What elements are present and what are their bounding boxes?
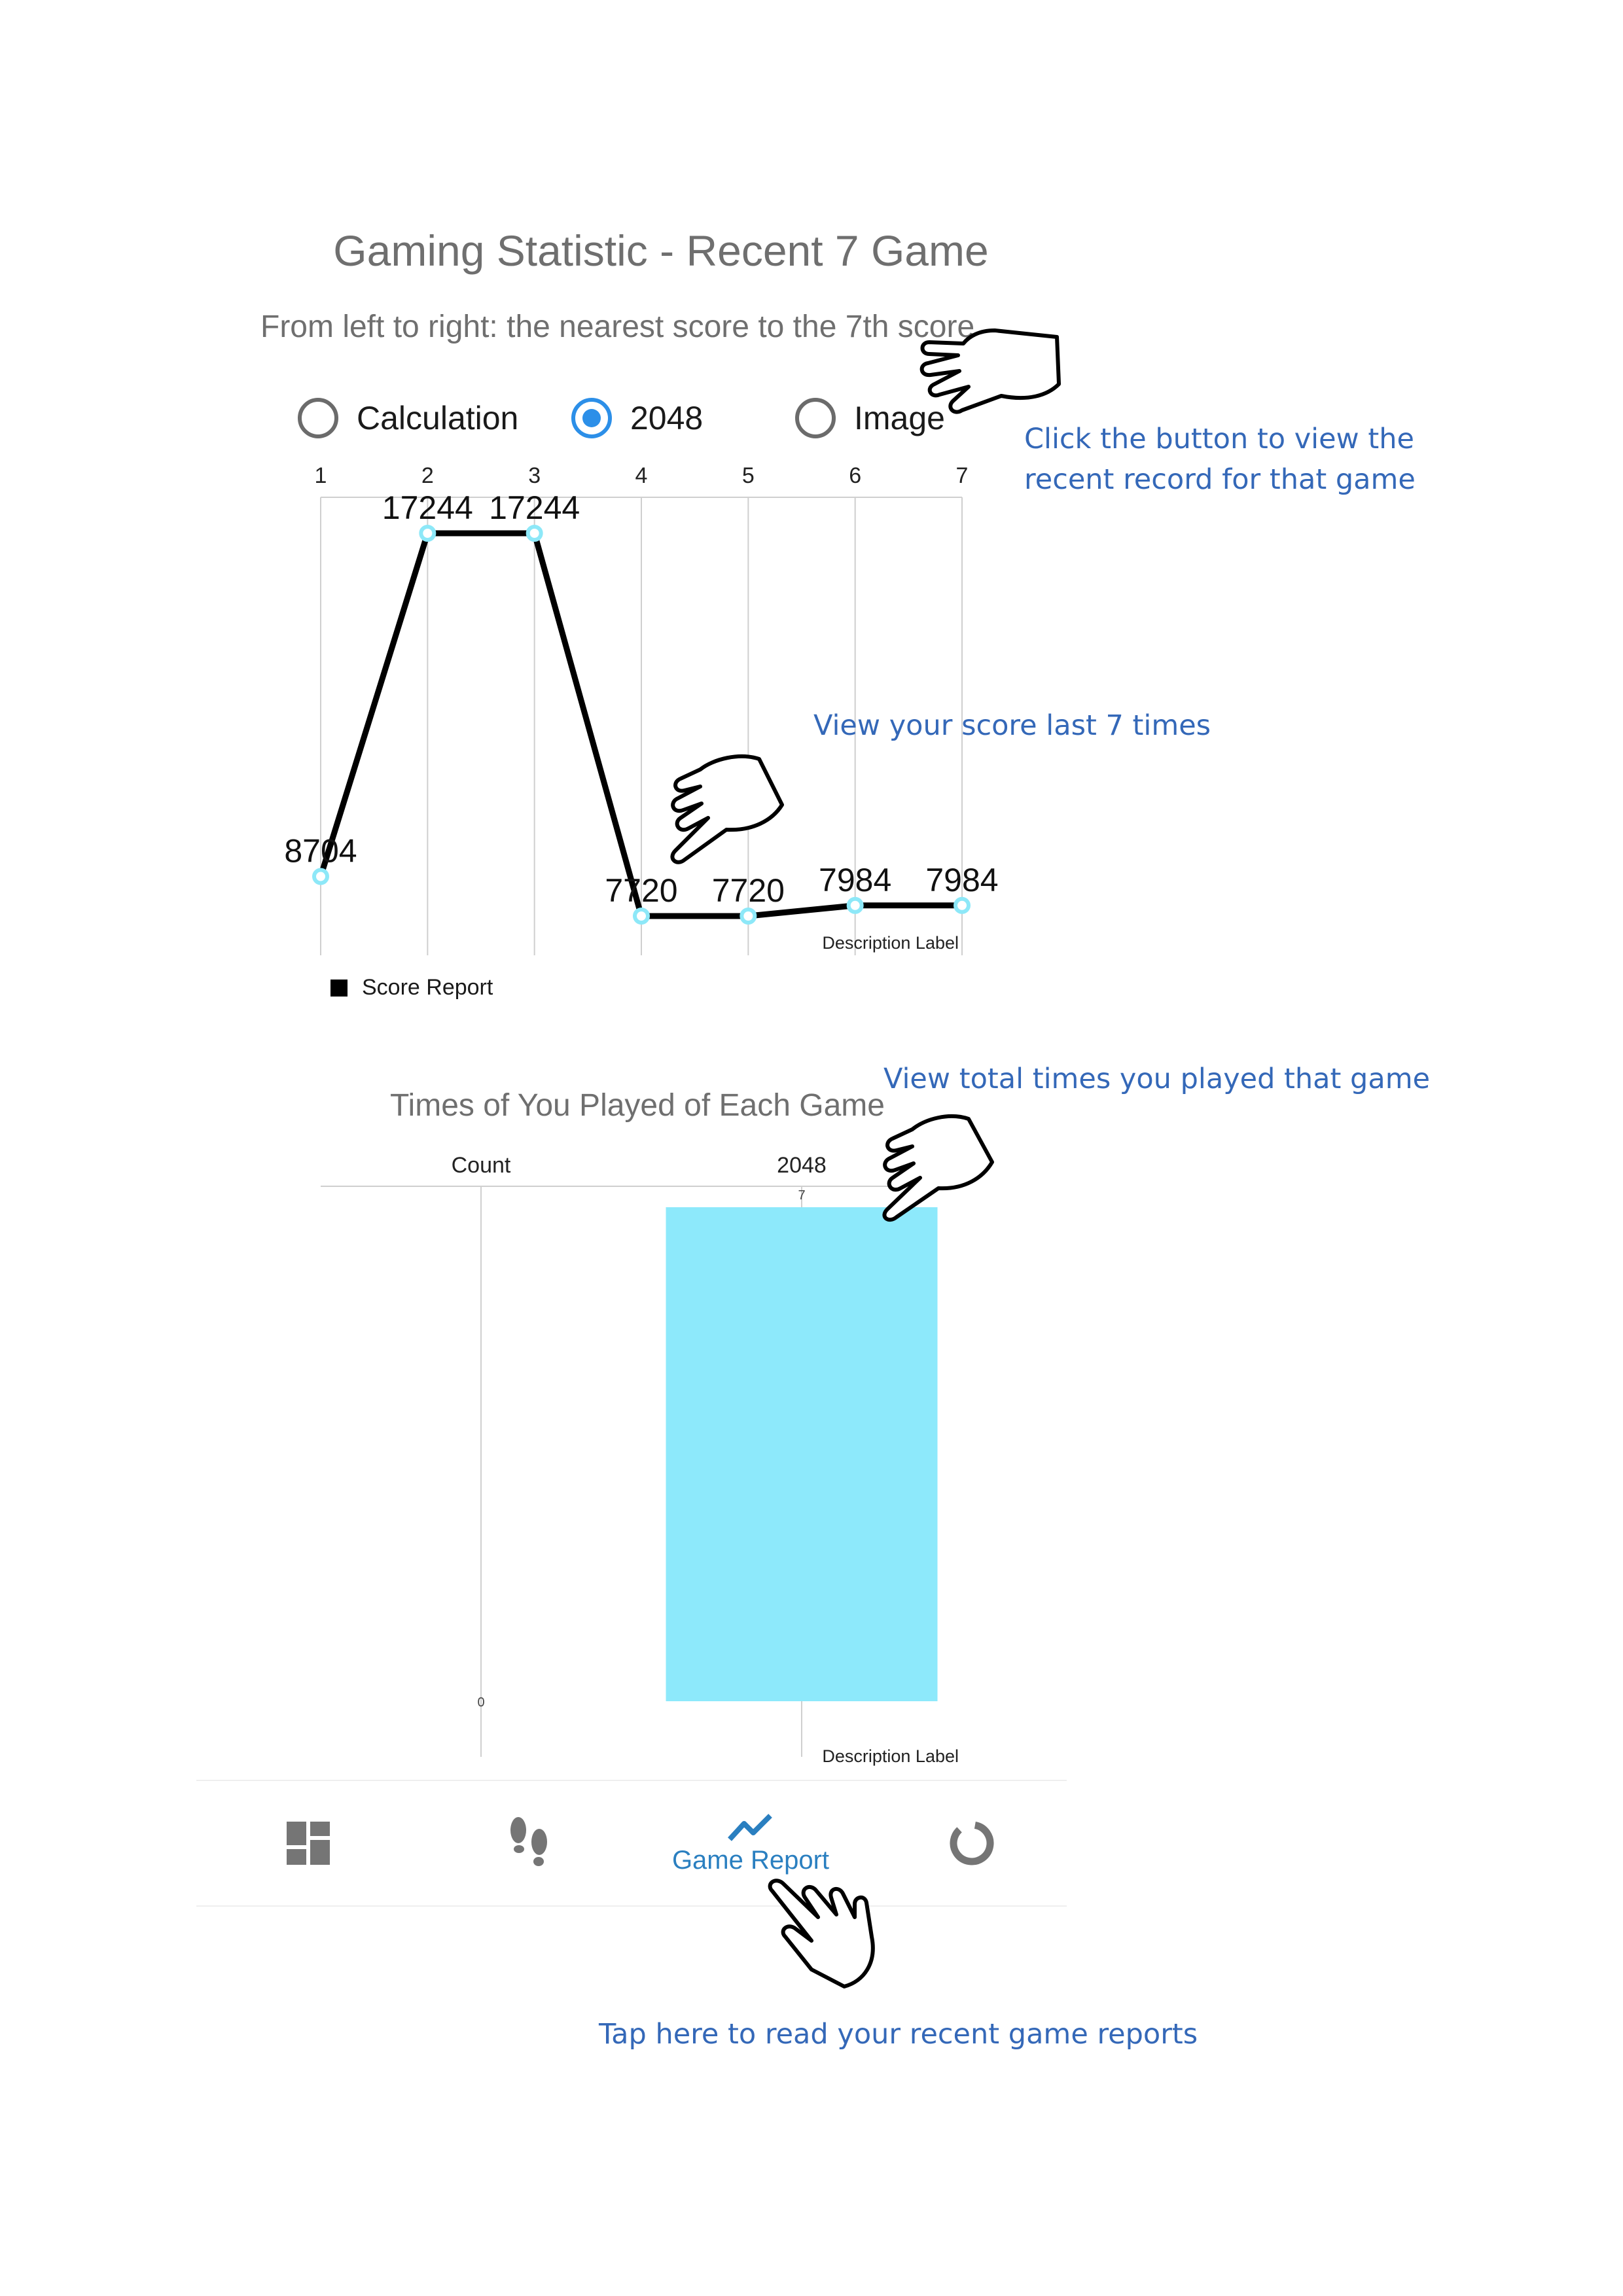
nav-game-report[interactable]: Game Report bbox=[652, 1781, 849, 1905]
games-count-bar-chart: 7 Count 2048 0 Description Label bbox=[321, 1153, 962, 1766]
line-chart-description-label: Description Label bbox=[822, 933, 959, 953]
bar-chart-title: Times of You Played of Each Game bbox=[390, 1088, 885, 1123]
page-title: Gaming Statistic - Recent 7 Game bbox=[333, 226, 989, 275]
bar-chart-bar bbox=[666, 1207, 938, 1701]
radio-calculation[interactable]: Calculation bbox=[298, 398, 518, 438]
line-chart-x-tick-label: 3 bbox=[528, 463, 541, 488]
line-chart-value-label: 7720 bbox=[712, 872, 785, 909]
bar-chart-value-label: 7 bbox=[798, 1188, 805, 1203]
line-chart-value-label: 7984 bbox=[925, 862, 998, 898]
line-chart-x-tick-label: 6 bbox=[849, 463, 861, 488]
bar-chart-description-label: Description Label bbox=[822, 1746, 959, 1766]
footsteps-icon bbox=[510, 1817, 547, 1866]
line-chart-x-tick-label: 2 bbox=[421, 463, 434, 488]
page-subtitle: From left to right: the nearest score to… bbox=[260, 309, 975, 344]
trend-line-icon bbox=[728, 1813, 772, 1841]
line-chart-point bbox=[846, 896, 864, 914]
legend-swatch bbox=[330, 979, 348, 997]
radio-label-calculation: Calculation bbox=[357, 400, 519, 436]
line-chart-value-label: 17244 bbox=[382, 489, 473, 526]
bar-column-label-2048: 2048 bbox=[777, 1153, 827, 1178]
nav-footsteps[interactable] bbox=[431, 1781, 628, 1905]
dashboard-icon bbox=[287, 1822, 330, 1865]
annotation-score: View your score last 7 times bbox=[813, 709, 1211, 742]
radio-unchecked-icon bbox=[298, 398, 338, 438]
bottom-nav: Game Report bbox=[196, 1780, 1067, 1907]
legend-label: Score Report bbox=[362, 975, 493, 1000]
pointing-hand-icon bbox=[768, 1879, 875, 1988]
line-chart-value-label: 7984 bbox=[819, 862, 891, 898]
line-chart-value-label: 17244 bbox=[489, 489, 580, 526]
radio-unchecked-icon bbox=[795, 398, 836, 438]
line-chart-legend: Score Report bbox=[330, 975, 493, 1000]
radio-label-image: Image bbox=[854, 400, 945, 436]
line-chart-value-label: 7720 bbox=[605, 872, 677, 909]
line-chart-point bbox=[954, 896, 971, 914]
nav-donut-chart[interactable] bbox=[874, 1781, 1070, 1905]
bar-column-label-count: Count bbox=[452, 1153, 511, 1178]
line-chart-x-tick-label: 5 bbox=[742, 463, 755, 488]
radio-label-2048: 2048 bbox=[630, 400, 704, 436]
radio-2048[interactable]: 2048 bbox=[571, 398, 703, 438]
donut-chart-icon bbox=[950, 1821, 994, 1865]
line-chart-point bbox=[740, 908, 757, 925]
annotation-buttons-line2: recent record for that game bbox=[1024, 463, 1416, 496]
annotation-report: Tap here to read your recent game report… bbox=[599, 2018, 1198, 2051]
bar-axis-zero-label: 0 bbox=[477, 1695, 484, 1710]
radio-checked-icon bbox=[571, 398, 612, 438]
pointing-hand-icon bbox=[919, 328, 1061, 414]
line-chart-point bbox=[633, 908, 650, 925]
annotation-count: View total times you played that game bbox=[883, 1063, 1431, 1095]
line-chart-point bbox=[419, 525, 437, 542]
line-chart-point bbox=[312, 868, 329, 885]
line-chart-x-tick-label: 4 bbox=[635, 463, 648, 488]
pointing-hand-icon bbox=[882, 1114, 994, 1222]
score-line-chart: 1 2 3 4 5 6 7 8704 17244 17244 7720 7720 7984 7984 De… bbox=[284, 463, 999, 955]
radio-image[interactable]: Image bbox=[795, 398, 945, 438]
nav-dashboard[interactable] bbox=[210, 1781, 406, 1905]
line-chart-point bbox=[526, 525, 543, 542]
pointing-hand-icon bbox=[670, 754, 784, 864]
nav-game-report-label: Game Report bbox=[671, 1845, 830, 1875]
annotation-buttons-line1: Click the button to view the bbox=[1024, 423, 1414, 455]
line-chart-value-label: 8704 bbox=[284, 833, 357, 870]
line-chart-x-tick-label: 1 bbox=[315, 463, 327, 488]
line-chart-x-tick-label: 7 bbox=[956, 463, 969, 488]
